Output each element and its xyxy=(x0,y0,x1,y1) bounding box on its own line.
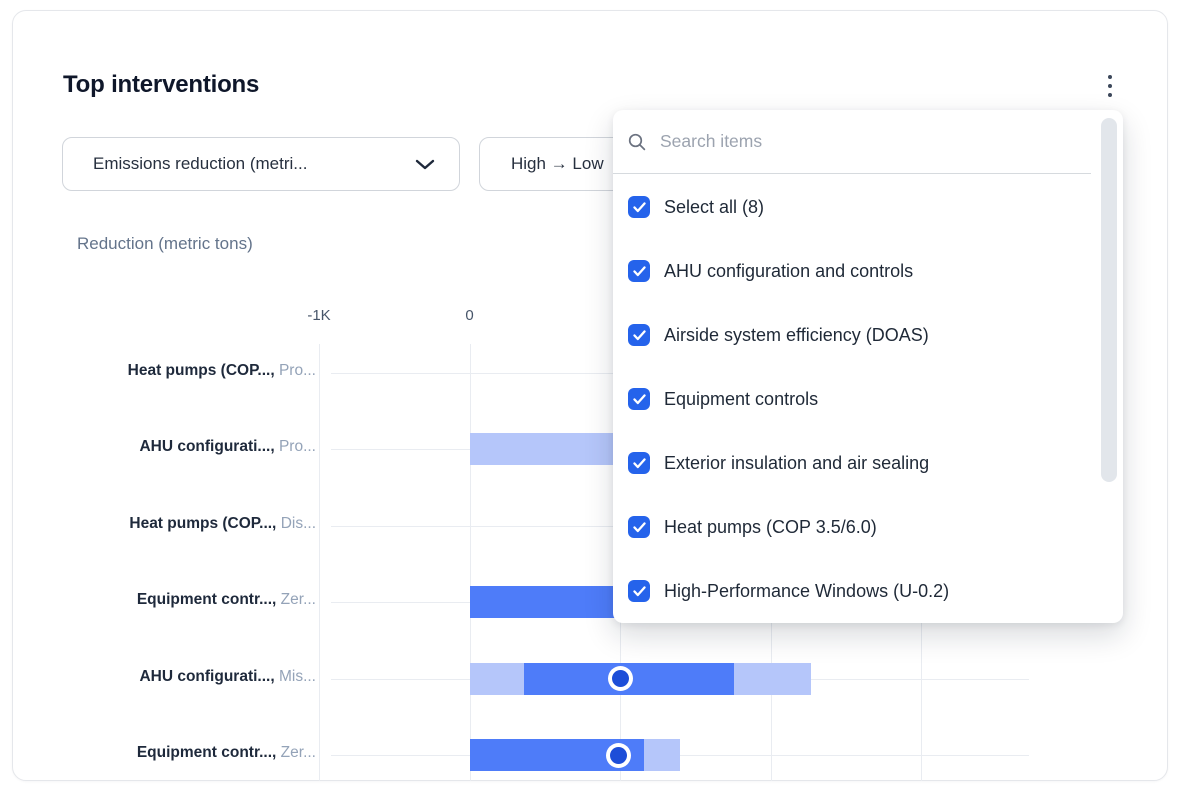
checkbox-list-item[interactable]: Equipment controls xyxy=(613,377,1093,421)
row-label-primary: Equipment contr..., xyxy=(136,744,277,761)
checkbox-checked[interactable] xyxy=(628,196,650,218)
range-segment xyxy=(644,739,681,771)
median-marker-dot xyxy=(609,746,627,764)
range-segment xyxy=(469,662,524,695)
check-icon xyxy=(632,265,646,276)
checkbox-checked[interactable] xyxy=(628,516,650,538)
row-label-primary: Equipment contr..., xyxy=(136,591,277,608)
chevron-down-icon xyxy=(415,159,435,169)
checkbox-checked[interactable] xyxy=(628,260,650,282)
card-title: Top interventions xyxy=(63,71,260,98)
search-row xyxy=(613,110,1123,173)
vertical-gridline xyxy=(319,344,320,781)
vertical-gridline xyxy=(469,344,471,781)
checkbox-item-label: AHU configuration and controls xyxy=(664,260,914,281)
scrollbar-thumb[interactable] xyxy=(1101,118,1117,482)
median-marker xyxy=(605,742,631,768)
check-icon xyxy=(632,521,646,532)
checkbox-checked[interactable] xyxy=(628,452,650,474)
row-label: Equipment contr..., Zer... xyxy=(13,744,316,762)
row-label: Heat pumps (COP..., Dis... xyxy=(13,515,316,533)
search-icon xyxy=(628,133,646,150)
row-label-secondary: Pro... xyxy=(278,438,316,455)
check-icon xyxy=(632,329,646,340)
chart-axis-title: Reduction (metric tons) xyxy=(77,234,253,253)
divider xyxy=(613,173,1091,174)
filter-dropdown-panel: Select all (8) AHU configuration and cont… xyxy=(613,110,1123,623)
row-label: AHU configurati..., Pro... xyxy=(13,438,316,456)
checkbox-checked[interactable] xyxy=(628,580,650,602)
row-label-secondary: Zer... xyxy=(280,744,316,761)
metric-dropdown[interactable]: Emissions reduction (metri... xyxy=(62,137,460,191)
row-label-secondary: Zer... xyxy=(280,591,316,608)
row-label-primary: AHU configurati..., xyxy=(139,438,275,455)
checkbox-checked[interactable] xyxy=(628,324,650,346)
check-icon xyxy=(632,393,646,404)
check-icon xyxy=(632,457,646,468)
row-label-secondary: Pro... xyxy=(278,361,316,379)
checkbox-item-label: Select all (8) xyxy=(664,196,765,217)
row-label: Heat pumps (COP..., Pro... xyxy=(13,362,316,380)
checkbox-list-item[interactable]: Select all (8) xyxy=(613,185,1093,229)
checkbox-item-label: Exterior insulation and air sealing xyxy=(664,452,930,473)
check-icon xyxy=(632,201,646,212)
row-label-primary: Heat pumps (COP..., xyxy=(127,361,275,379)
search-input[interactable] xyxy=(658,130,1038,153)
row-label-primary: AHU configurati..., xyxy=(139,667,275,685)
checkbox-list-item[interactable]: AHU configuration and controls xyxy=(613,249,1093,293)
row-label-primary: Heat pumps (COP..., xyxy=(129,514,277,532)
check-icon xyxy=(632,585,646,596)
checkbox-item-label: Airside system efficiency (DOAS) xyxy=(664,324,929,345)
metric-dropdown-value: Emissions reduction (metri... xyxy=(93,154,308,173)
checkbox-item-label: Heat pumps (COP 3.5/6.0) xyxy=(664,516,877,537)
row-label-secondary: Dis... xyxy=(280,514,316,532)
median-marker-dot xyxy=(611,670,629,687)
row-label-secondary: Mis... xyxy=(278,667,316,685)
x-axis-tick-label: -1K xyxy=(307,307,331,324)
checkbox-list-item[interactable]: High-Performance Windows (U-0.2) xyxy=(613,569,1093,613)
median-marker xyxy=(607,666,633,691)
x-axis-tick-label: 0 xyxy=(465,307,474,324)
checkbox-item-label: High-Performance Windows (U-0.2) xyxy=(664,580,950,601)
range-segment xyxy=(734,662,812,695)
checkbox-list-item[interactable]: Exterior insulation and air sealing xyxy=(613,441,1093,485)
checkbox-checked[interactable] xyxy=(628,388,650,410)
row-label: AHU configurati..., Mis... xyxy=(13,668,316,686)
row-label: Equipment contr..., Zer... xyxy=(13,591,316,609)
checkbox-item-label: Equipment controls xyxy=(664,388,819,409)
checkbox-list-item[interactable]: Heat pumps (COP 3.5/6.0) xyxy=(613,505,1093,549)
sort-dropdown-value: High → Low xyxy=(511,154,604,173)
kebab-menu-button[interactable] xyxy=(1095,69,1125,103)
checkbox-list-item[interactable]: Airside system efficiency (DOAS) xyxy=(613,313,1093,357)
